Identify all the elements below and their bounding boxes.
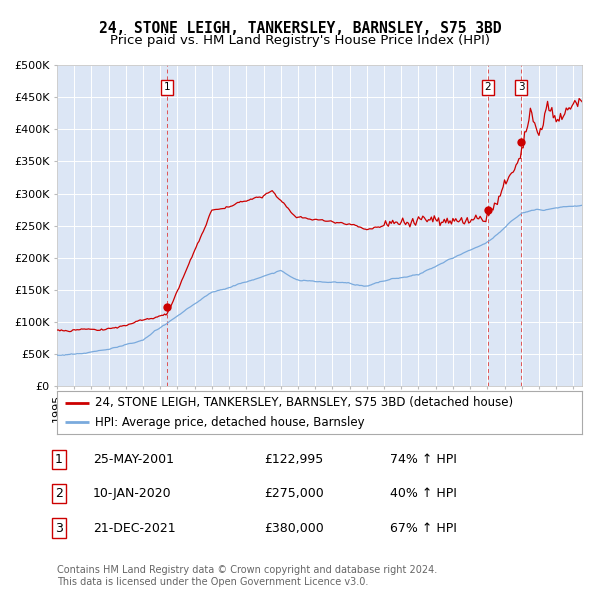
Text: 2: 2 — [485, 83, 491, 93]
Text: 10-JAN-2020: 10-JAN-2020 — [93, 487, 172, 500]
Text: Contains HM Land Registry data © Crown copyright and database right 2024.
This d: Contains HM Land Registry data © Crown c… — [57, 565, 437, 587]
Text: £380,000: £380,000 — [264, 522, 324, 535]
Text: 21-DEC-2021: 21-DEC-2021 — [93, 522, 176, 535]
Text: HPI: Average price, detached house, Barnsley: HPI: Average price, detached house, Barn… — [95, 416, 364, 429]
Text: 1: 1 — [55, 453, 63, 466]
Text: 25-MAY-2001: 25-MAY-2001 — [93, 453, 174, 466]
Text: 2: 2 — [55, 487, 63, 500]
Text: 40% ↑ HPI: 40% ↑ HPI — [390, 487, 457, 500]
Text: £275,000: £275,000 — [264, 487, 324, 500]
Text: 67% ↑ HPI: 67% ↑ HPI — [390, 522, 457, 535]
Text: 24, STONE LEIGH, TANKERSLEY, BARNSLEY, S75 3BD (detached house): 24, STONE LEIGH, TANKERSLEY, BARNSLEY, S… — [95, 396, 513, 409]
Text: 24, STONE LEIGH, TANKERSLEY, BARNSLEY, S75 3BD: 24, STONE LEIGH, TANKERSLEY, BARNSLEY, S… — [99, 21, 501, 35]
Text: 1: 1 — [164, 83, 170, 93]
Text: 3: 3 — [55, 522, 63, 535]
Text: 74% ↑ HPI: 74% ↑ HPI — [390, 453, 457, 466]
Text: 3: 3 — [518, 83, 524, 93]
Text: £122,995: £122,995 — [264, 453, 323, 466]
Text: Price paid vs. HM Land Registry's House Price Index (HPI): Price paid vs. HM Land Registry's House … — [110, 34, 490, 47]
